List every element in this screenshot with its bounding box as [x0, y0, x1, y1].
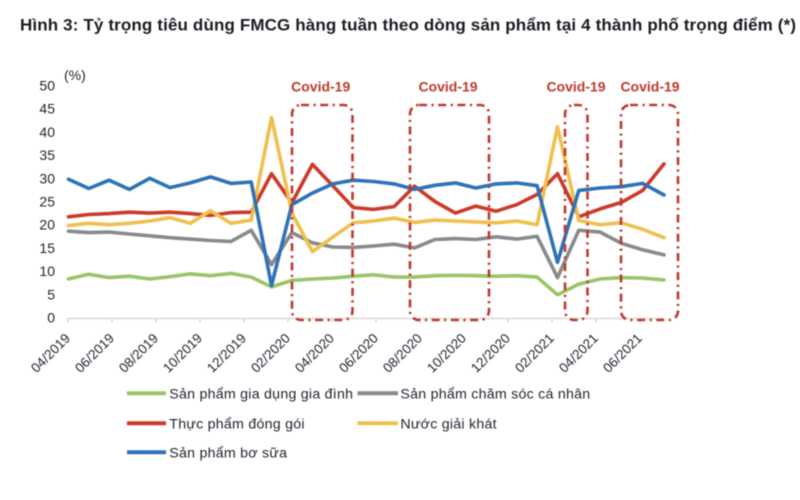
svg-text:0: 0	[47, 310, 55, 326]
svg-text:35: 35	[39, 147, 55, 163]
svg-text:Covid-19: Covid-19	[546, 79, 605, 95]
svg-text:Hình 3: Tỷ trọng tiêu dùng FMC: Hình 3: Tỷ trọng tiêu dùng FMCG hàng tuầ…	[20, 16, 796, 35]
svg-text:Covid-19: Covid-19	[291, 79, 350, 95]
svg-text:Thực phẩm đóng gói: Thực phẩm đóng gói	[169, 417, 304, 433]
svg-text:15: 15	[39, 240, 55, 256]
svg-text:Sản phẩm gia dụng gia đình: Sản phẩm gia dụng gia đình	[169, 386, 353, 402]
svg-text:20: 20	[39, 217, 55, 233]
svg-text:45: 45	[39, 101, 55, 117]
svg-text:Sản phẩm bơ sữa: Sản phẩm bơ sữa	[169, 445, 287, 461]
svg-text:Covid-19: Covid-19	[620, 79, 679, 95]
svg-text:30: 30	[39, 170, 55, 186]
svg-text:(%): (%)	[64, 67, 86, 83]
svg-text:40: 40	[39, 124, 55, 140]
svg-text:5: 5	[47, 286, 55, 302]
svg-text:50: 50	[39, 78, 55, 94]
svg-text:Sản phẩm chăm sóc cá nhân: Sản phẩm chăm sóc cá nhân	[400, 386, 590, 402]
svg-text:Covid-19: Covid-19	[418, 79, 477, 95]
svg-text:10: 10	[39, 263, 55, 279]
svg-text:Nước giải khát: Nước giải khát	[400, 417, 496, 433]
svg-text:25: 25	[39, 194, 55, 210]
